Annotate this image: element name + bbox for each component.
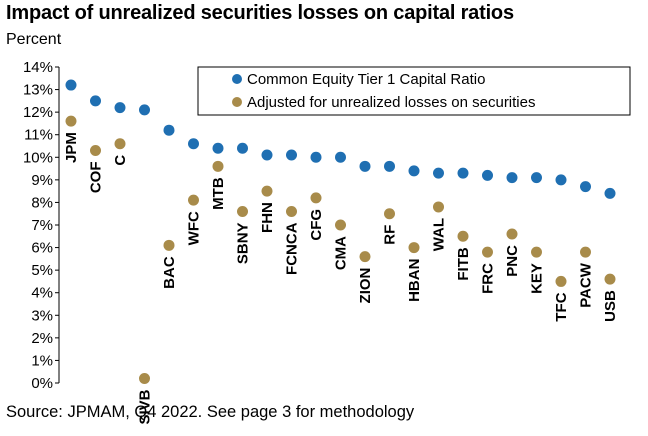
y-tick-label: 12%: [23, 104, 53, 121]
adjusted-point: [212, 160, 224, 172]
y-tick-label: 1%: [31, 352, 53, 369]
cet1-point: [580, 181, 591, 193]
y-tick-label: 3%: [31, 307, 53, 324]
legend-label-cet1: Common Equity Tier 1 Capital Ratio: [247, 71, 485, 88]
adjusted-point: [433, 201, 444, 213]
chart-title: Impact of unrealized securities losses o…: [6, 2, 514, 24]
y-axis: 0% 1% 2% 3% 4% 5% 6% 7% 8% 9% 10% 11% 12% 13% 14%: [23, 59, 60, 392]
adjusted-point: [310, 192, 322, 204]
adjusted-point: [580, 246, 591, 258]
adjusted-point: [604, 273, 616, 285]
category-label: USB: [602, 290, 619, 322]
cet1-point: [555, 174, 567, 186]
y-tick-label: 4%: [31, 285, 53, 302]
category-label: PACW: [578, 262, 595, 308]
cet1-point: [237, 142, 248, 154]
legend-marker-adjusted: [232, 97, 242, 107]
legend-marker-cet1: [232, 74, 242, 84]
y-tick-label: 0%: [31, 375, 53, 392]
y-tick-label: 5%: [31, 262, 53, 279]
cet1-point: [384, 160, 395, 172]
cet1-point: [90, 95, 101, 107]
category-label: FCNCA: [284, 222, 301, 275]
category-label: KEY: [529, 263, 546, 294]
legend: Common Equity Tier 1 Capital Ratio Adjus…: [197, 66, 631, 116]
adjusted-point: [457, 230, 469, 242]
cet1-point: [310, 151, 322, 163]
adjusted-point: [384, 208, 395, 220]
category-label: WFC: [186, 211, 203, 245]
cet1-point: [457, 167, 469, 179]
cet1-point: [163, 124, 175, 136]
cet1-point: [433, 167, 444, 179]
category-label: SIVB: [137, 389, 154, 424]
y-tick-label: 9%: [31, 172, 53, 189]
y-tick-label: 7%: [31, 217, 53, 234]
category-label: WAL: [431, 218, 448, 251]
cet1-point: [531, 172, 542, 184]
adjusted-point: [359, 251, 371, 263]
category-label: BAC: [161, 256, 178, 289]
legend-box: [197, 66, 631, 116]
adjusted-point: [286, 205, 297, 217]
adjusted-point: [506, 228, 518, 240]
adjusted-point: [139, 372, 150, 384]
adjusted-point: [261, 185, 273, 197]
category-label: JPM: [63, 132, 80, 163]
cet1-point: [188, 138, 199, 150]
category-label: FRC: [480, 263, 497, 294]
chart-subtitle: Percent: [6, 31, 62, 48]
adjusted-point: [237, 205, 248, 217]
cet1-point: [212, 142, 224, 154]
adjusted-series: [65, 115, 616, 384]
cet1-point: [482, 169, 493, 181]
cet1-point: [506, 172, 518, 184]
cet1-point: [65, 79, 77, 91]
category-label: CFG: [308, 209, 325, 241]
adjusted-point: [555, 275, 567, 287]
category-label: HBAN: [406, 259, 423, 302]
adjusted-point: [335, 219, 346, 231]
cet1-point: [335, 151, 346, 163]
y-tick-label: 13%: [23, 82, 53, 99]
cet1-point: [261, 149, 273, 161]
adjusted-point: [482, 246, 493, 258]
category-label: C: [112, 155, 129, 166]
legend-label-adjusted: Adjusted for unrealized losses on securi…: [247, 94, 536, 111]
cet1-point: [408, 165, 420, 177]
y-tick-label: 2%: [31, 330, 53, 347]
category-label: TFC: [553, 292, 570, 321]
source-note: Source: JPMAM, Q4 2022. See page 3 for m…: [6, 403, 415, 421]
cet1-point: [286, 149, 297, 161]
category-label: MTB: [210, 177, 227, 210]
y-tick-label: 6%: [31, 240, 53, 257]
adjusted-point: [163, 239, 175, 251]
adjusted-point: [65, 115, 77, 127]
adjusted-point: [408, 242, 420, 254]
y-tick-label: 8%: [31, 194, 53, 211]
y-tick-label: 14%: [23, 59, 53, 76]
adjusted-point: [90, 145, 101, 157]
adjusted-point: [188, 194, 199, 206]
y-tick-label: 10%: [23, 149, 53, 166]
category-label: COF: [88, 162, 105, 194]
cet1-point: [604, 187, 616, 199]
cet1-series: [65, 79, 616, 199]
cet1-point: [114, 102, 126, 114]
category-label: SBNY: [235, 222, 252, 264]
cet1-point: [139, 104, 150, 116]
category-label: RF: [382, 225, 399, 245]
y-tick-label: 11%: [24, 127, 53, 144]
category-labels: JPM COF C SIVB BAC WFC MTB SBNY FHN FCNCA CFG CMA ZI…: [63, 132, 619, 424]
cet1-point: [359, 160, 371, 172]
category-label: FITB: [455, 247, 472, 280]
category-label: FHN: [259, 202, 276, 233]
adjusted-point: [531, 246, 542, 258]
adjusted-point: [114, 138, 126, 150]
category-label: PNC: [504, 245, 521, 277]
category-label: ZION: [357, 268, 374, 304]
category-label: CMA: [333, 236, 350, 270]
